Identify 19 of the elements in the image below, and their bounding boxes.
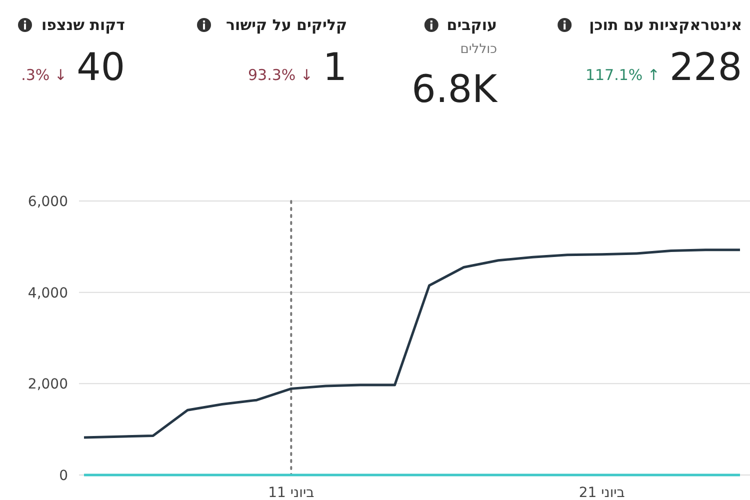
category-label: קליקים על קישור bbox=[226, 16, 347, 34]
y-tick-label: 6,000 bbox=[28, 194, 68, 210]
x-tick-label: 21 ביוני bbox=[578, 485, 625, 500]
text: כוללים bbox=[460, 42, 498, 57]
text: 93.3% ↓ bbox=[248, 66, 313, 84]
y-tick-label: 2,000 bbox=[28, 376, 68, 393]
category-label: עוקבים bbox=[446, 16, 497, 34]
category-label: דקות שנצפו bbox=[42, 16, 126, 34]
text: 1 bbox=[322, 45, 347, 89]
y-tick-label: 4,000 bbox=[28, 285, 68, 302]
text: .3% ↓ bbox=[21, 66, 67, 84]
text: 228 bbox=[669, 45, 742, 89]
text: 117.1% ↑ bbox=[585, 66, 660, 84]
text: 6.8K bbox=[412, 67, 497, 111]
text: 40 bbox=[76, 45, 125, 89]
x-tick-label: 11 ביוני bbox=[268, 485, 314, 500]
y-tick-label: 0 bbox=[59, 468, 68, 484]
line-series bbox=[82, 248, 742, 439]
category-label: אינטראקציות עם תוכן bbox=[589, 16, 742, 34]
